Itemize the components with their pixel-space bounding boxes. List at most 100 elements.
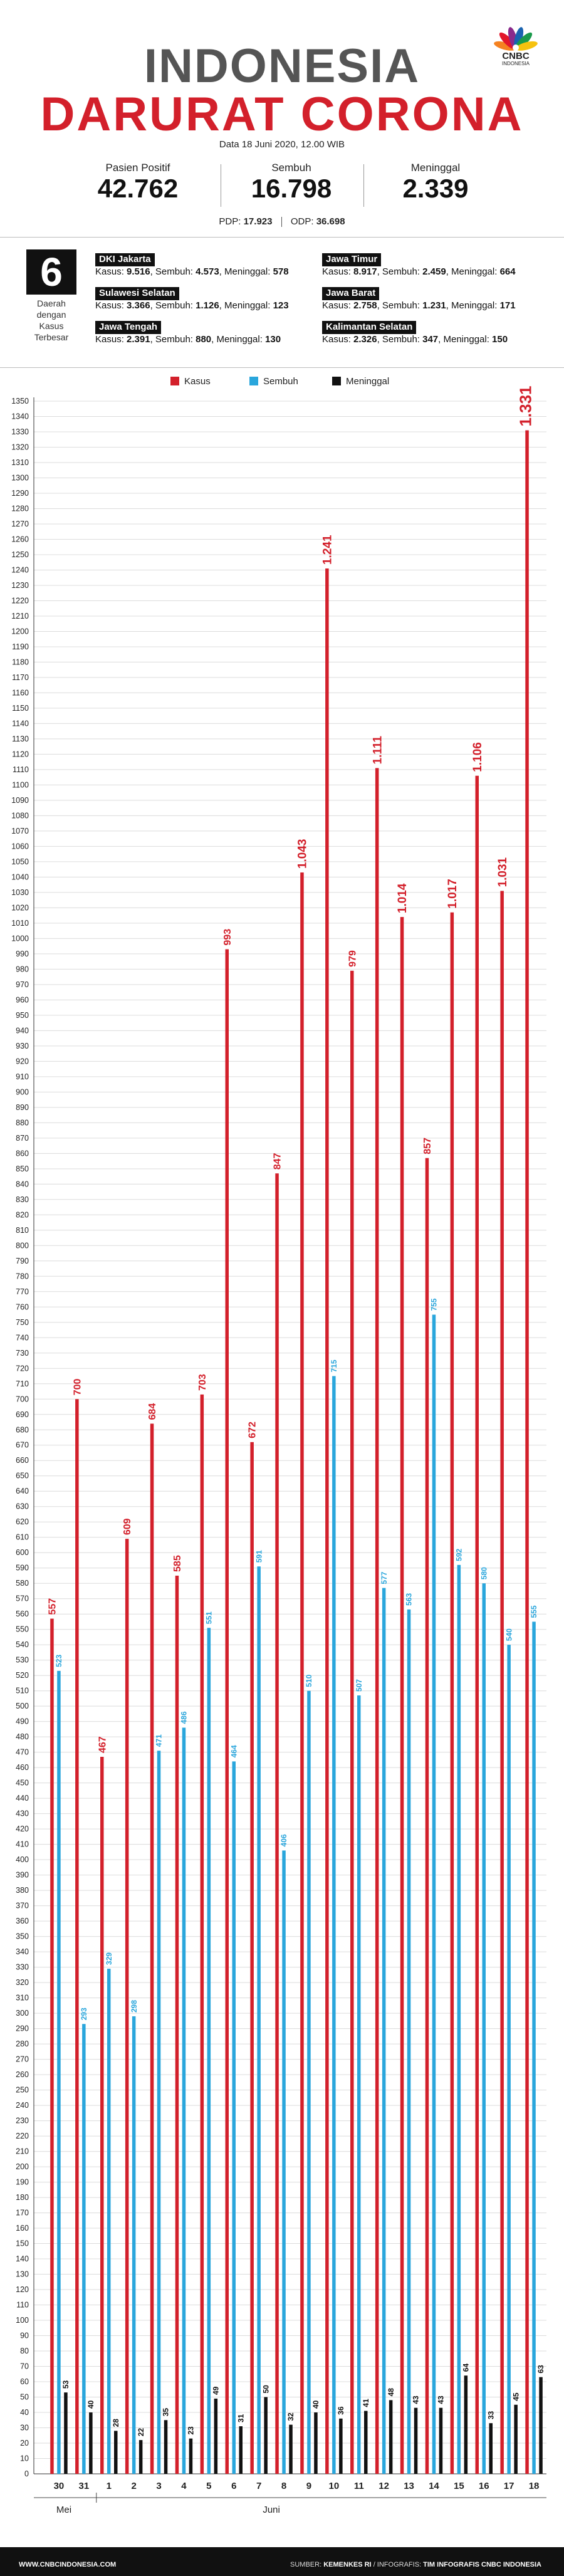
bar-sembuh — [257, 1566, 261, 2474]
logo-text: CNBC — [502, 51, 530, 61]
footer-source: SUMBER: KEMENKES RI / INFOGRAFIS: TIM IN… — [290, 2561, 541, 2568]
y-tick-label: 670 — [16, 1441, 29, 1450]
bar-meninggal — [439, 2407, 443, 2474]
data-label-meninggal: 50 — [261, 2385, 270, 2394]
y-tick-label: 1230 — [11, 581, 29, 590]
y-tick-label: 620 — [16, 1517, 29, 1526]
y-tick-label: 580 — [16, 1579, 29, 1588]
data-label-meninggal: 33 — [486, 2411, 495, 2419]
y-tick-label: 170 — [16, 2209, 29, 2217]
region-name: DKI Jakarta — [95, 253, 155, 266]
bar-sembuh — [107, 1969, 111, 2474]
data-label-sembuh: 591 — [254, 1550, 263, 1563]
y-tick-label: 140 — [16, 2254, 29, 2263]
bar-sembuh — [207, 1628, 211, 2474]
y-tick-label: 1250 — [11, 550, 29, 559]
y-tick-label: 720 — [16, 1364, 29, 1373]
x-tick-label: 16 — [479, 2481, 489, 2491]
y-tick-label: 610 — [16, 1533, 29, 1542]
data-label-sembuh: 715 — [330, 1359, 338, 1372]
data-label-sembuh: 563 — [405, 1593, 414, 1606]
y-tick-label: 1240 — [11, 565, 29, 574]
bar-kasus — [400, 917, 404, 2474]
data-label-sembuh: 464 — [229, 1745, 238, 1757]
y-tick-label: 260 — [16, 2070, 29, 2079]
month-label: Mei — [56, 2505, 71, 2515]
legend-swatch — [170, 377, 179, 385]
bar-kasus — [75, 1399, 79, 2474]
data-label-sembuh: 471 — [155, 1734, 164, 1747]
y-tick-label: 690 — [16, 1410, 29, 1419]
bar-meninggal — [114, 2431, 118, 2474]
y-tick-label: 470 — [16, 1748, 29, 1757]
stat-positif: Pasien Positif 42.762 — [66, 162, 210, 203]
region-name: Jawa Timur — [322, 253, 382, 266]
x-tick-label: 13 — [404, 2481, 414, 2491]
bar-sembuh — [407, 1609, 411, 2474]
y-tick-label: 300 — [16, 2009, 29, 2018]
legend-item: Sembuh — [249, 376, 298, 387]
bar-kasus — [525, 430, 529, 2474]
data-label-meninggal: 22 — [137, 2427, 145, 2436]
x-tick-label: 18 — [529, 2481, 540, 2491]
bar-meninggal — [239, 2426, 243, 2474]
bar-kasus — [200, 1394, 204, 2474]
bar-kasus — [425, 1158, 429, 2474]
region-name: Jawa Barat — [322, 287, 380, 300]
bar-meninggal — [164, 2420, 168, 2474]
y-tick-label: 150 — [16, 2239, 29, 2248]
bar-sembuh — [132, 2016, 136, 2474]
region-stats: Kasus: 2.326, Sembuh: 347, Meninggal: 15… — [322, 333, 508, 345]
stat-label: Pasien Positif — [105, 162, 170, 174]
data-label-kasus: 684 — [147, 1403, 158, 1420]
y-tick-label: 740 — [16, 1333, 29, 1342]
y-tick-label: 840 — [16, 1180, 29, 1188]
y-tick-label: 200 — [16, 2162, 29, 2171]
y-tick-label: 1080 — [11, 811, 29, 820]
infografis-team: TIM INFOGRAFIS CNBC INDONESIA — [423, 2561, 541, 2568]
y-tick-label: 930 — [16, 1042, 29, 1050]
data-label-meninggal: 48 — [387, 2388, 395, 2397]
data-label-sembuh: 486 — [180, 1711, 189, 1724]
data-label-meninggal: 41 — [362, 2399, 370, 2407]
legend-label: Meninggal — [346, 376, 390, 387]
data-label-kasus: 979 — [347, 950, 358, 967]
x-tick-label: 30 — [54, 2481, 65, 2491]
data-label-meninggal: 49 — [212, 2386, 221, 2395]
y-tick-label: 1260 — [11, 535, 29, 543]
y-tick-label: 1270 — [11, 520, 29, 528]
caption-line: Daerah — [37, 298, 66, 308]
y-tick-label: 1000 — [11, 934, 29, 943]
data-label-sembuh: 406 — [279, 1834, 288, 1846]
y-tick-label: 1030 — [11, 888, 29, 897]
y-tick-label: 560 — [16, 1610, 29, 1618]
bar-meninggal — [514, 2404, 518, 2474]
divider — [0, 367, 564, 368]
y-tick-label: 1310 — [11, 458, 29, 467]
y-tick-label: 1190 — [12, 642, 29, 651]
y-tick-label: 430 — [16, 1809, 29, 1818]
y-tick-label: 210 — [16, 2147, 29, 2156]
caption-line: dengan — [36, 309, 66, 320]
footer-site[interactable]: WWW.CNBCINDONESIA.COM — [19, 2561, 117, 2568]
data-date: Data 18 Juni 2020, 12.00 WIB — [219, 139, 345, 150]
bar-kasus — [475, 775, 479, 2474]
data-label-meninggal: 45 — [511, 2392, 520, 2401]
y-tick-label: 320 — [16, 1978, 29, 1987]
data-label-meninggal: 23 — [187, 2426, 196, 2435]
y-tick-label: 800 — [16, 1241, 29, 1250]
divider — [0, 237, 564, 238]
data-label-kasus: 1.017 — [446, 879, 459, 909]
data-label-meninggal: 31 — [236, 2414, 245, 2422]
odp-label: ODP: — [290, 216, 314, 227]
y-tick-label: 960 — [16, 995, 29, 1004]
y-tick-label: 1120 — [12, 750, 29, 758]
y-tick-label: 1180 — [12, 657, 29, 666]
bar-meninggal — [214, 2398, 218, 2474]
y-tick-label: 1100 — [12, 780, 29, 789]
pdp-odp-line: PDP: 17.923 ODP: 36.698 — [0, 216, 564, 228]
region-name: Sulawesi Selatan — [95, 287, 179, 300]
bar-sembuh — [282, 1850, 286, 2474]
y-tick-label: 1140 — [12, 719, 29, 728]
bar-kasus — [100, 1757, 104, 2474]
